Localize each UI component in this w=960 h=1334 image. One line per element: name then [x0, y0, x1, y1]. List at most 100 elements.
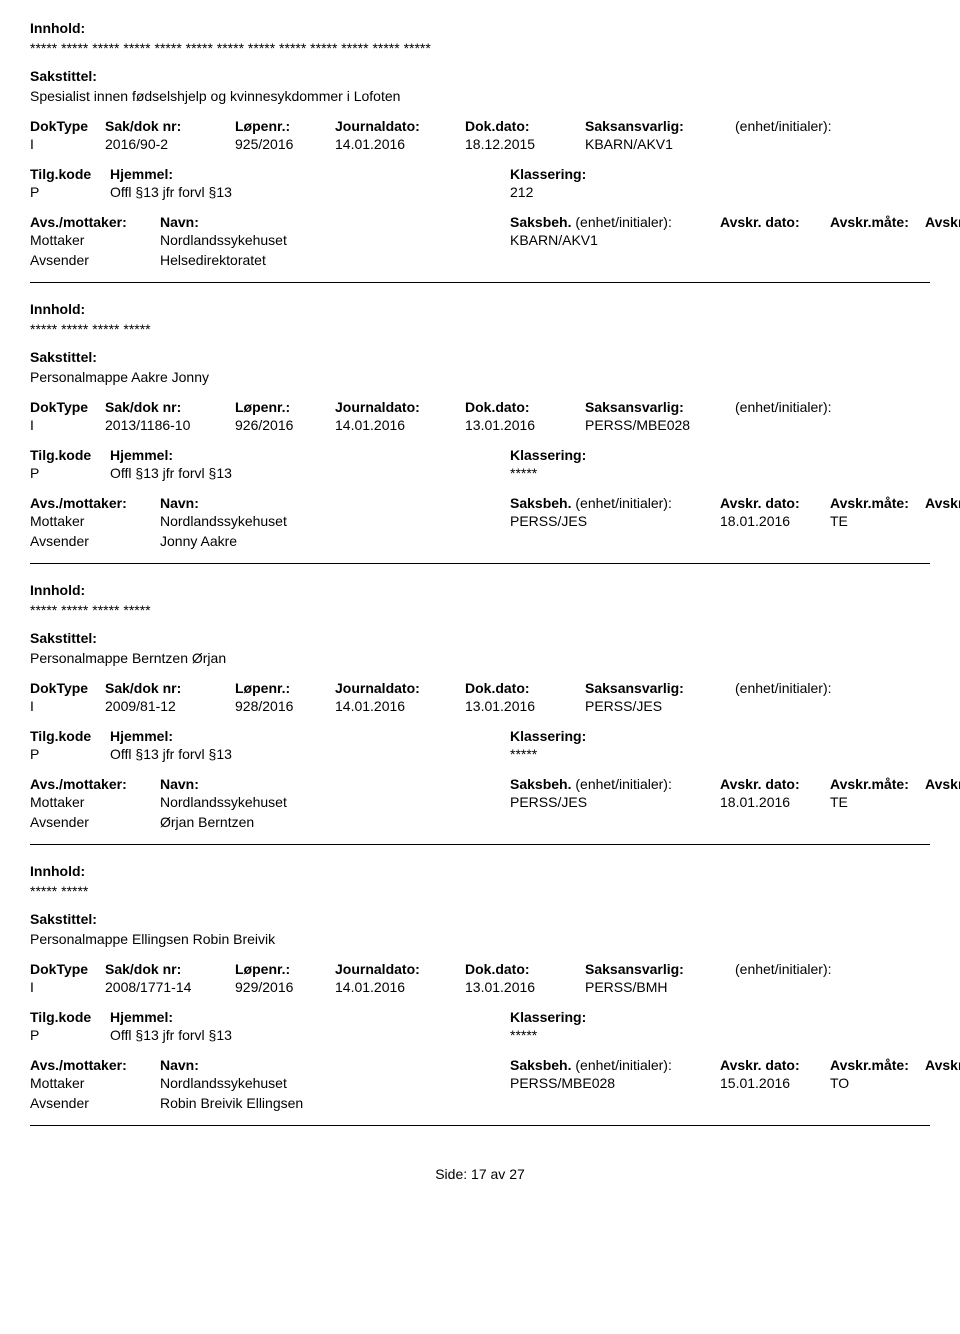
avskrmate-value	[830, 232, 925, 248]
avskrdato-value: 18.01.2016	[720, 513, 830, 529]
avskrmate-value: TO	[830, 1075, 925, 1091]
sakdok-label: Sak/dok nr:	[105, 961, 235, 977]
sakdok-label: Sak/dok nr:	[105, 680, 235, 696]
klassering-label: Klassering:	[510, 728, 810, 744]
avskrmate-label: Avskr.måte:	[830, 214, 925, 230]
avsender-label: Avsender	[30, 814, 160, 830]
journal-record: Innhold: ***** ***** Sakstittel: Persona…	[30, 863, 930, 1126]
avsender-row: Avsender Helsedirektoratet	[30, 252, 930, 268]
sakstittel-value: Personalmappe Ellingsen Robin Breivik	[30, 931, 930, 947]
avskrmate-label: Avskr.måte:	[830, 1057, 925, 1073]
lopenr-label: Løpenr.:	[235, 118, 335, 134]
enhet-label: (enhet/initialer):	[735, 680, 895, 696]
innhold-value: ***** *****	[30, 883, 930, 899]
saksbeh-label: Saksbeh. (enhet/initialer):	[510, 1057, 720, 1073]
tilgkode-value: P	[30, 465, 110, 481]
saksansvarlig-label: Saksansvarlig:	[585, 399, 735, 415]
journaldato-label: Journaldato:	[335, 118, 465, 134]
sakdok-label: Sak/dok nr:	[105, 399, 235, 415]
hjemmel-label: Hjemmel:	[110, 447, 510, 463]
avsender-row: Avsender Jonny Aakre	[30, 533, 930, 549]
tilgkode-label: Tilg.kode	[30, 166, 110, 182]
mottaker-navn: Nordlandssykehuset	[160, 513, 510, 529]
sakstittel-label: Sakstittel:	[30, 911, 930, 927]
saksbeh-label: Saksbeh. (enhet/initialer):	[510, 776, 720, 792]
avsender-navn: Jonny Aakre	[160, 533, 510, 549]
mottaker-row: Mottaker Nordlandssykehuset KBARN/AKV1	[30, 232, 930, 248]
doktype-label: DokType	[30, 118, 105, 134]
avskrdato-label: Avskr. dato:	[720, 214, 830, 230]
klassering-value: 212	[510, 184, 810, 200]
mottaker-navn: Nordlandssykehuset	[160, 794, 510, 810]
avs-headers: Avs./mottaker: Navn: Saksbeh. (enhet/ini…	[30, 776, 930, 792]
hjemmel-value: Offl §13 jfr forvl §13	[110, 184, 510, 200]
innhold-label: Innhold:	[30, 20, 930, 36]
saksbeh-value: KBARN/AKV1	[510, 232, 720, 248]
doktype-value: I	[30, 417, 105, 433]
lopenr-label: Løpenr.:	[235, 680, 335, 696]
avskrivlnr-label: Avskriv lnr.:	[925, 495, 960, 511]
lopenr-value: 926/2016	[235, 417, 335, 433]
hjemmel-label: Hjemmel:	[110, 728, 510, 744]
innhold-label: Innhold:	[30, 863, 930, 879]
enhet-label: (enhet/initialer):	[735, 961, 895, 977]
sakstittel-label: Sakstittel:	[30, 349, 930, 365]
mottaker-row: Mottaker Nordlandssykehuset PERSS/MBE028…	[30, 1075, 930, 1091]
dokdato-value: 13.01.2016	[465, 979, 585, 995]
saksansvarlig-label: Saksansvarlig:	[585, 680, 735, 696]
avsmottaker-label: Avs./mottaker:	[30, 214, 160, 230]
avskrdato-label: Avskr. dato:	[720, 1057, 830, 1073]
doktype-value: I	[30, 698, 105, 714]
klassering-value: *****	[510, 746, 810, 762]
avsender-label: Avsender	[30, 1095, 160, 1111]
saksbeh-value: PERSS/JES	[510, 794, 720, 810]
tilg-row: P Offl §13 jfr forvl §13 *****	[30, 746, 930, 762]
avsmottaker-label: Avs./mottaker:	[30, 776, 160, 792]
mottaker-label: Mottaker	[30, 1075, 160, 1091]
lopenr-value: 928/2016	[235, 698, 335, 714]
hjemmel-value: Offl §13 jfr forvl §13	[110, 465, 510, 481]
hjemmel-value: Offl §13 jfr forvl §13	[110, 1027, 510, 1043]
avskrmate-label: Avskr.måte:	[830, 495, 925, 511]
innhold-value: ***** ***** ***** *****	[30, 602, 930, 618]
tilg-headers: Tilg.kode Hjemmel: Klassering:	[30, 1009, 930, 1025]
journaldato-value: 14.01.2016	[335, 698, 465, 714]
footer-av: av	[491, 1166, 506, 1182]
avsender-navn: Helsedirektoratet	[160, 252, 510, 268]
avskrdato-value	[720, 232, 830, 248]
avskrmate-value: TE	[830, 513, 925, 529]
hjemmel-value: Offl §13 jfr forvl §13	[110, 746, 510, 762]
tilg-row: P Offl §13 jfr forvl §13 *****	[30, 465, 930, 481]
avskrivlnr-label: Avskriv lnr.:	[925, 1057, 960, 1073]
doktype-value: I	[30, 979, 105, 995]
hjemmel-label: Hjemmel:	[110, 166, 510, 182]
sakdok-value: 2009/81-12	[105, 698, 235, 714]
dokdato-label: Dok.dato:	[465, 399, 585, 415]
innhold-label: Innhold:	[30, 582, 930, 598]
saksbeh-label: Saksbeh. (enhet/initialer):	[510, 495, 720, 511]
journal-record: Innhold: ***** ***** ***** ***** ***** *…	[30, 20, 930, 283]
lopenr-value: 929/2016	[235, 979, 335, 995]
journaldato-label: Journaldato:	[335, 680, 465, 696]
doc-headers: DokType Sak/dok nr: Løpenr.: Journaldato…	[30, 399, 930, 415]
doc-row: I 2009/81-12 928/2016 14.01.2016 13.01.2…	[30, 698, 930, 714]
avsmottaker-label: Avs./mottaker:	[30, 495, 160, 511]
journaldato-value: 14.01.2016	[335, 979, 465, 995]
doktype-label: DokType	[30, 399, 105, 415]
dokdato-label: Dok.dato:	[465, 680, 585, 696]
klassering-label: Klassering:	[510, 1009, 810, 1025]
navn-label: Navn:	[160, 495, 510, 511]
saksansvarlig-value: PERSS/JES	[585, 698, 735, 714]
avsender-label: Avsender	[30, 533, 160, 549]
innhold-value: ***** ***** ***** ***** ***** ***** ****…	[30, 40, 930, 56]
doktype-label: DokType	[30, 961, 105, 977]
mottaker-label: Mottaker	[30, 232, 160, 248]
avskrivlnr-label: Avskriv lnr.:	[925, 776, 960, 792]
navn-label: Navn:	[160, 214, 510, 230]
doc-headers: DokType Sak/dok nr: Løpenr.: Journaldato…	[30, 118, 930, 134]
tilg-row: P Offl §13 jfr forvl §13 *****	[30, 1027, 930, 1043]
doc-row: I 2008/1771-14 929/2016 14.01.2016 13.01…	[30, 979, 930, 995]
journal-record: Innhold: ***** ***** ***** ***** Sakstit…	[30, 582, 930, 845]
saksansvarlig-value: PERSS/BMH	[585, 979, 735, 995]
tilg-headers: Tilg.kode Hjemmel: Klassering:	[30, 728, 930, 744]
